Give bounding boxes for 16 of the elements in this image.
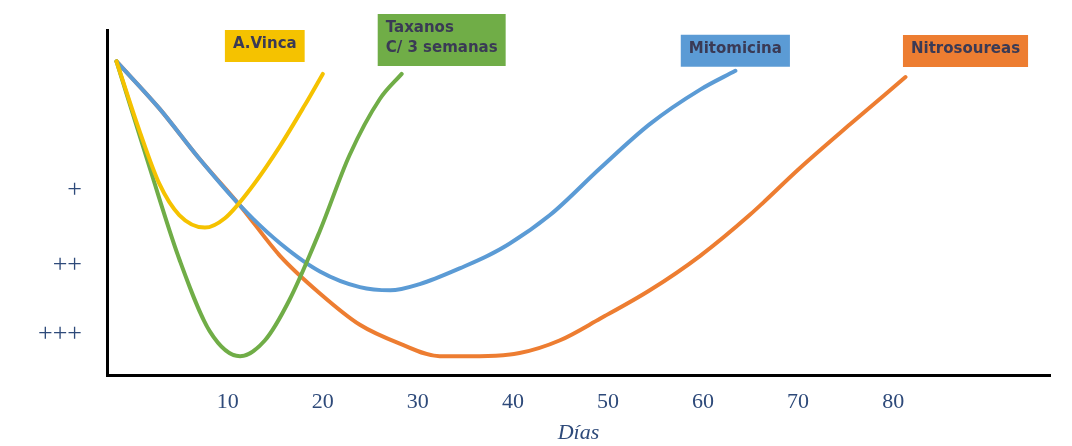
text: + [67, 173, 82, 203]
x-tick-label: 60 [692, 387, 715, 413]
text: +++ [38, 318, 82, 348]
text: A.Vinca [232, 34, 297, 53]
series-label: Nitrosoureas [910, 39, 1021, 58]
text: ++ [52, 249, 82, 279]
x-tick-label: 50 [596, 387, 619, 413]
series-label: Taxanos C/ 3 semanas [385, 18, 498, 57]
x-tick-label: 20 [311, 387, 334, 413]
x-tick-label: 70 [787, 387, 810, 413]
x-tick-label: 10 [216, 387, 239, 413]
x-tick-label: 40 [501, 387, 524, 413]
x-tick-label: 30 [406, 387, 429, 413]
x-axis-title: Días [556, 418, 600, 444]
series-label: Mitomicina [688, 39, 782, 58]
x-tick-label: 80 [882, 387, 905, 413]
